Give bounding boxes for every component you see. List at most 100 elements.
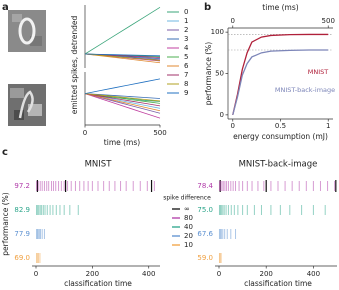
event-tick: [220, 253, 222, 263]
event-tick: [46, 205, 48, 215]
digit-image: [8, 10, 46, 52]
event-tick: [67, 181, 69, 191]
legend-label: 2: [184, 26, 188, 34]
legend-label: 0: [184, 8, 188, 16]
x-axis-label: classification time: [244, 279, 312, 288]
event-tick: [220, 205, 222, 215]
event-tick: [120, 181, 122, 191]
x-axis-label: time (ms): [104, 138, 140, 147]
panel-label: b: [204, 2, 211, 13]
event-tick: [312, 205, 314, 215]
event-tick: [227, 181, 229, 191]
tick-label: 0: [231, 17, 235, 25]
legend-label: 40: [184, 223, 193, 231]
event-tick: [224, 229, 226, 239]
tick-label: 1: [326, 122, 330, 130]
event-tick: [222, 229, 224, 239]
event-tick: [334, 181, 336, 191]
event-tick: [114, 181, 116, 191]
event-tick: [39, 181, 41, 191]
legend-label: 4: [184, 44, 189, 52]
event-tick: [37, 229, 39, 239]
panel-label: a: [2, 2, 9, 13]
legend-label: 80: [184, 214, 193, 222]
event-tick: [222, 205, 224, 215]
event-tick: [48, 181, 50, 191]
event-tick: [125, 181, 127, 191]
event-tick: [74, 181, 76, 191]
event-tick: [36, 229, 38, 239]
event-tick: [277, 181, 279, 191]
legend-label: 10: [184, 241, 193, 249]
event-tick: [260, 205, 262, 215]
series-label: MNIST-back-image: [275, 86, 335, 94]
event-tick: [257, 181, 259, 191]
legend-label: 1: [184, 17, 188, 25]
tick-label: 0.5: [275, 122, 286, 130]
event-tick: [220, 229, 222, 239]
event-tick: [226, 181, 228, 191]
event-tick: [41, 181, 43, 191]
event-tick: [38, 205, 40, 215]
event-tick: [44, 205, 46, 215]
digit-image: [8, 84, 46, 126]
event-tick: [60, 181, 62, 191]
series-line: [84, 6, 161, 55]
panel-label: c: [2, 147, 8, 158]
tick-label: 200: [260, 270, 273, 278]
event-tick: [146, 181, 148, 191]
event-tick: [46, 181, 48, 191]
event-tick: [83, 181, 85, 191]
series-line: [84, 53, 161, 61]
tick-label: 200: [86, 270, 99, 278]
chart-title: MNIST-back-image: [239, 160, 318, 170]
tick-label: 0: [34, 270, 38, 278]
event-tick: [153, 181, 155, 191]
event-tick: [265, 180, 267, 192]
row-label: 69.0: [14, 254, 30, 262]
y-axis-label: performance (%): [204, 42, 213, 105]
event-tick: [251, 181, 253, 191]
event-tick: [232, 181, 234, 191]
event-tick: [59, 205, 61, 215]
event-tick: [36, 181, 38, 191]
row-label: 77.9: [14, 230, 30, 238]
event-tick: [36, 253, 38, 263]
event-tick: [38, 253, 40, 263]
event-tick: [242, 181, 244, 191]
event-tick: [246, 205, 248, 215]
event-tick: [63, 205, 65, 215]
event-tick: [237, 205, 239, 215]
event-tick: [63, 181, 65, 191]
event-tick: [324, 205, 326, 215]
y-axis-label: emitted spikes, detrended: [70, 16, 79, 115]
event-tick: [230, 181, 232, 191]
event-tick: [39, 253, 41, 263]
event-tick: [221, 181, 223, 191]
event-tick: [223, 205, 225, 215]
event-tick: [238, 181, 240, 191]
event-tick: [103, 181, 105, 191]
row-label: 75.0: [197, 206, 213, 214]
event-tick: [270, 181, 272, 191]
event-tick: [225, 205, 227, 215]
event-tick: [139, 181, 141, 191]
event-tick: [327, 181, 329, 191]
tick-label: 50: [215, 70, 224, 78]
event-tick: [42, 205, 44, 215]
event-tick: [335, 180, 337, 192]
event-tick: [79, 181, 81, 191]
event-tick: [69, 205, 71, 215]
row-label: 82.9: [14, 206, 30, 214]
event-tick: [246, 181, 248, 191]
series-line: [84, 93, 161, 107]
series-line: [232, 33, 329, 116]
event-tick: [219, 181, 221, 191]
event-tick: [235, 181, 237, 191]
event-tick: [36, 229, 38, 239]
event-tick: [218, 253, 220, 263]
x2-axis-label: time (ms): [262, 3, 298, 12]
event-tick: [49, 205, 51, 215]
event-tick: [222, 181, 224, 191]
